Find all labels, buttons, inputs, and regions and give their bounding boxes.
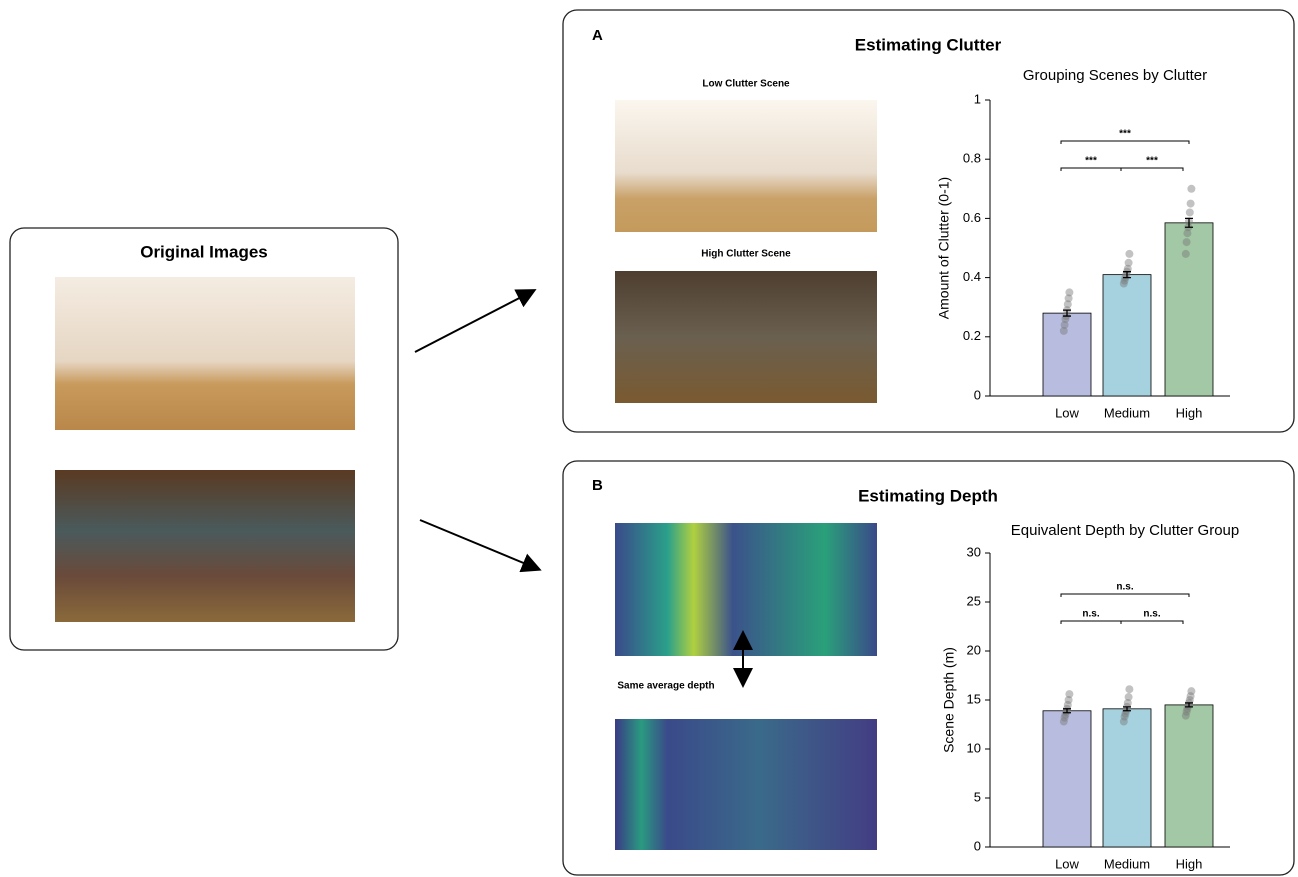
- image: [55, 470, 355, 622]
- y-tick-label: 20: [967, 642, 981, 657]
- data-point: [1125, 250, 1133, 258]
- data-point: [1065, 288, 1073, 296]
- significance-label: n.s.: [1143, 609, 1160, 620]
- chart-title: Equivalent Depth by Clutter Group: [1011, 522, 1239, 539]
- significance-bracket: [1061, 621, 1121, 624]
- significance-bracket: [1121, 168, 1183, 171]
- y-tick-label: 0: [974, 838, 981, 853]
- bar: [1103, 709, 1151, 847]
- significance-label: n.s.: [1116, 582, 1133, 593]
- significance-bracket: [1121, 621, 1183, 624]
- y-tick-label: 1: [974, 91, 981, 106]
- significance-label: ***: [1085, 156, 1097, 167]
- chart-title: Grouping Scenes by Clutter: [1023, 67, 1207, 84]
- image: [615, 719, 877, 850]
- y-axis-label: Amount of Clutter (0-1): [936, 177, 952, 319]
- annotation: Same average depth: [617, 681, 714, 692]
- significance-label: ***: [1119, 129, 1131, 140]
- image: [615, 523, 877, 656]
- y-tick-label: 15: [967, 691, 981, 706]
- data-point: [1187, 200, 1195, 208]
- data-point: [1187, 185, 1195, 193]
- x-tick-label: Medium: [1104, 405, 1150, 420]
- image: [55, 277, 355, 430]
- significance-bracket: [1061, 141, 1189, 144]
- bar: [1103, 275, 1151, 396]
- x-tick-label: High: [1176, 856, 1203, 871]
- y-tick-label: 30: [967, 544, 981, 559]
- panel-title: Estimating Depth: [858, 486, 998, 505]
- y-tick-label: 0.2: [963, 328, 981, 343]
- x-tick-label: Medium: [1104, 856, 1150, 871]
- image-caption: High Clutter Scene: [701, 249, 791, 260]
- x-tick-label: High: [1176, 405, 1203, 420]
- y-tick-label: 0.6: [963, 210, 981, 225]
- x-tick-label: Low: [1055, 405, 1079, 420]
- panel-label: A: [592, 27, 603, 44]
- y-tick-label: 5: [974, 789, 981, 804]
- x-tick-label: Low: [1055, 856, 1079, 871]
- data-point: [1125, 259, 1133, 267]
- data-point: [1186, 208, 1194, 216]
- significance-bracket: [1061, 168, 1121, 171]
- arrow: [420, 520, 538, 569]
- bar: [1165, 223, 1213, 396]
- y-tick-label: 0.8: [963, 151, 981, 166]
- significance-label: n.s.: [1082, 609, 1099, 620]
- y-tick-label: 10: [967, 740, 981, 755]
- bar: [1043, 711, 1091, 847]
- significance-label: ***: [1146, 156, 1158, 167]
- data-point: [1125, 693, 1133, 701]
- panel-title: Estimating Clutter: [855, 35, 1002, 54]
- image-caption: Low Clutter Scene: [702, 79, 790, 90]
- panel-title: Original Images: [140, 242, 268, 261]
- image: [615, 271, 877, 403]
- panel-label: B: [592, 477, 603, 494]
- data-point: [1183, 238, 1191, 246]
- y-tick-label: 0: [974, 387, 981, 402]
- y-tick-label: 0.4: [963, 269, 981, 284]
- significance-bracket: [1061, 594, 1189, 597]
- data-point: [1182, 250, 1190, 258]
- data-point: [1125, 685, 1133, 693]
- arrow: [415, 291, 533, 352]
- bar: [1165, 705, 1213, 847]
- data-point: [1187, 687, 1195, 695]
- y-axis-label: Scene Depth (m): [941, 647, 957, 753]
- figure: Original Images A Estimating Clutter Low…: [0, 0, 1298, 877]
- image: [615, 100, 877, 232]
- y-tick-label: 25: [967, 593, 981, 608]
- data-point: [1065, 690, 1073, 698]
